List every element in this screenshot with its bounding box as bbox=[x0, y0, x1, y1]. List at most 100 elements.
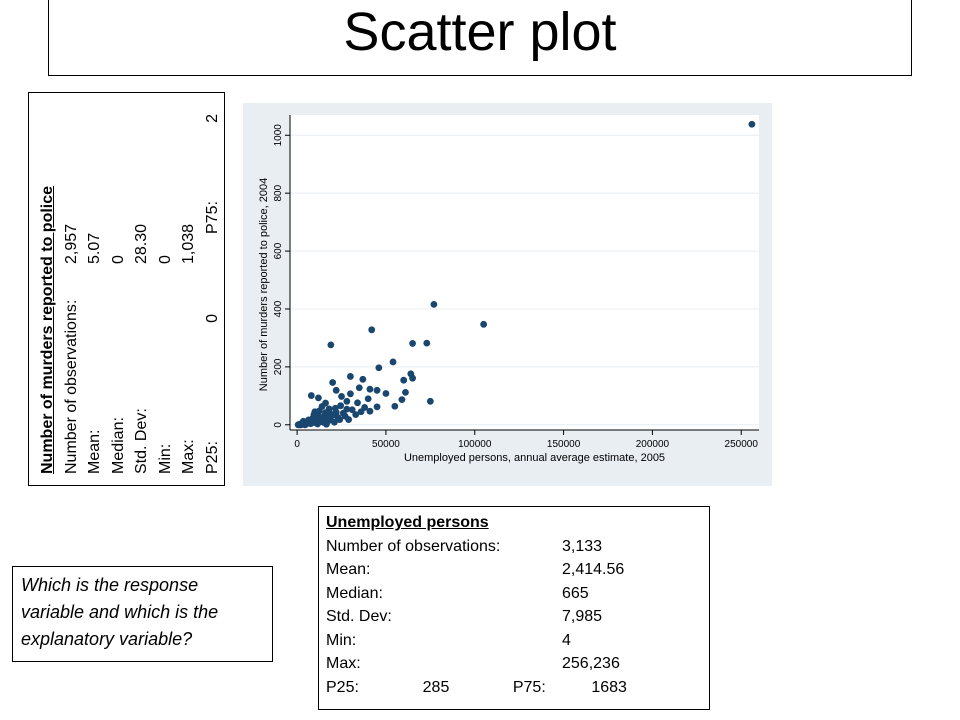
stat-value: 256,236 bbox=[562, 655, 620, 672]
data-point bbox=[355, 384, 363, 392]
axes bbox=[285, 115, 759, 435]
x-tick-label: 150000 bbox=[547, 439, 581, 450]
data-point bbox=[368, 326, 376, 334]
data-point bbox=[331, 404, 339, 412]
stat-label: Number of observations: bbox=[62, 299, 80, 474]
y-tick-label: 600 bbox=[273, 242, 284, 259]
stat-row: Number of observations: 2,957 bbox=[60, 106, 84, 474]
stat-label: Max: bbox=[180, 439, 197, 474]
stat-value: 1,038 bbox=[180, 223, 197, 264]
stat-label: Median: bbox=[326, 584, 383, 602]
data-point bbox=[426, 397, 434, 405]
data-point bbox=[331, 418, 338, 426]
stat-value: 28.30 bbox=[133, 223, 150, 264]
p25-label: P25: bbox=[203, 441, 221, 474]
stat-row: Max: 1,038 bbox=[177, 106, 201, 474]
data-point bbox=[315, 407, 323, 415]
stat-row: Mean: 5.07 bbox=[83, 106, 107, 474]
stat-row: Min: 4 bbox=[326, 629, 709, 653]
data-point bbox=[423, 339, 431, 347]
x-tick-label: 50000 bbox=[372, 439, 400, 450]
stat-value: 0 bbox=[156, 255, 174, 264]
x-axis-title: Unemployed persons, annual average estim… bbox=[404, 452, 665, 464]
stat-label: Number of observations: bbox=[326, 537, 501, 555]
stat-value: 0 bbox=[109, 255, 127, 264]
p25-label: P25: bbox=[326, 678, 359, 696]
data-point bbox=[332, 386, 340, 394]
x-tick-label: 0 bbox=[294, 439, 300, 450]
question-box: Which is the response variable and which… bbox=[12, 566, 273, 662]
stat-row: Std. Dev: 28.30 bbox=[130, 106, 154, 474]
unemployed-stats-box: Unemployed persons Number of observation… bbox=[318, 506, 710, 710]
data-point bbox=[326, 409, 334, 417]
stat-value: 665 bbox=[562, 584, 589, 602]
data-point bbox=[343, 397, 351, 405]
data-point bbox=[314, 420, 321, 428]
stat-label: Max: bbox=[326, 655, 361, 672]
stat-value: 3,133 bbox=[562, 537, 603, 555]
unemployed-stats-heading: Unemployed persons bbox=[326, 514, 489, 531]
data-point bbox=[748, 120, 756, 128]
stat-value: 7,985 bbox=[562, 608, 603, 625]
y-tick-label: 0 bbox=[273, 422, 284, 428]
murder-stats-heading: Number of murders reported to police bbox=[39, 185, 56, 474]
data-point bbox=[329, 379, 337, 386]
p25-value: 285 bbox=[422, 678, 450, 696]
data-point bbox=[338, 393, 345, 400]
stat-value: 2,414.56 bbox=[562, 561, 625, 578]
y-tick-label: 200 bbox=[273, 358, 284, 375]
p75-value: 1683 bbox=[591, 678, 627, 696]
plot-area bbox=[290, 115, 759, 430]
data-point bbox=[364, 395, 372, 403]
stat-label: Std. Dev: bbox=[133, 408, 150, 474]
x-tick-label: 250000 bbox=[725, 439, 759, 450]
stat-label: Min: bbox=[156, 443, 174, 474]
data-point bbox=[327, 341, 335, 349]
title-box: Scatter plot bbox=[48, 0, 912, 76]
p25-value: 0 bbox=[203, 314, 221, 323]
y-tick-label: 1000 bbox=[273, 124, 284, 147]
p75-value: 2 bbox=[203, 114, 221, 123]
y-axis-title: Number of murders reported to police, 20… bbox=[258, 178, 270, 391]
data-points bbox=[294, 120, 756, 429]
data-point bbox=[321, 411, 329, 419]
stat-label: Std. Dev: bbox=[326, 608, 392, 625]
data-point bbox=[480, 320, 488, 328]
data-point bbox=[354, 399, 361, 407]
murder-stats-box: Number of murders reported to police Num… bbox=[28, 92, 225, 486]
p75-label: P75: bbox=[203, 201, 221, 234]
data-point bbox=[366, 385, 374, 393]
data-point bbox=[382, 390, 390, 397]
data-point bbox=[389, 358, 397, 366]
stat-row: Max: 256,236 bbox=[326, 652, 709, 676]
x-tick-label: 100000 bbox=[458, 439, 492, 450]
stat-row: Mean: 2,414.56 bbox=[326, 558, 709, 582]
data-point bbox=[348, 406, 356, 414]
quartile-row: P25: 0 P75: 2 bbox=[201, 106, 225, 474]
slide-title: Scatter plot bbox=[343, 2, 617, 62]
stat-row: Median: 665 bbox=[326, 582, 709, 606]
data-point bbox=[307, 392, 315, 399]
tick-labels: 0 200 400 600 800 1000 0 50000 100000 150000 20000… bbox=[273, 124, 758, 450]
quartile-row: P25: 285 P75: 1683 bbox=[326, 676, 709, 700]
stat-label: Median: bbox=[109, 417, 127, 474]
data-point bbox=[347, 390, 354, 398]
data-point bbox=[359, 375, 367, 383]
data-point bbox=[334, 414, 342, 421]
data-point bbox=[307, 420, 314, 428]
grid-lines bbox=[290, 134, 759, 426]
data-point bbox=[361, 404, 369, 411]
stat-label: Min: bbox=[326, 631, 357, 649]
data-point bbox=[409, 374, 416, 382]
scatter-chart: 0 200 400 600 800 1000 0 50000 100000 150000 20000… bbox=[243, 103, 772, 486]
data-point bbox=[345, 416, 353, 423]
scatter-plot-svg: 0 200 400 600 800 1000 0 50000 100000 150000 20000… bbox=[258, 115, 759, 464]
murder-stats-content: Number of murders reported to police Num… bbox=[34, 100, 221, 480]
stat-value: 2,957 bbox=[62, 223, 80, 264]
data-point bbox=[310, 410, 318, 418]
p75-label: P75: bbox=[512, 678, 546, 696]
stat-label: Mean: bbox=[326, 561, 371, 578]
data-point bbox=[337, 402, 345, 410]
data-point bbox=[315, 394, 322, 402]
stat-row: Median: 0 bbox=[107, 106, 131, 474]
